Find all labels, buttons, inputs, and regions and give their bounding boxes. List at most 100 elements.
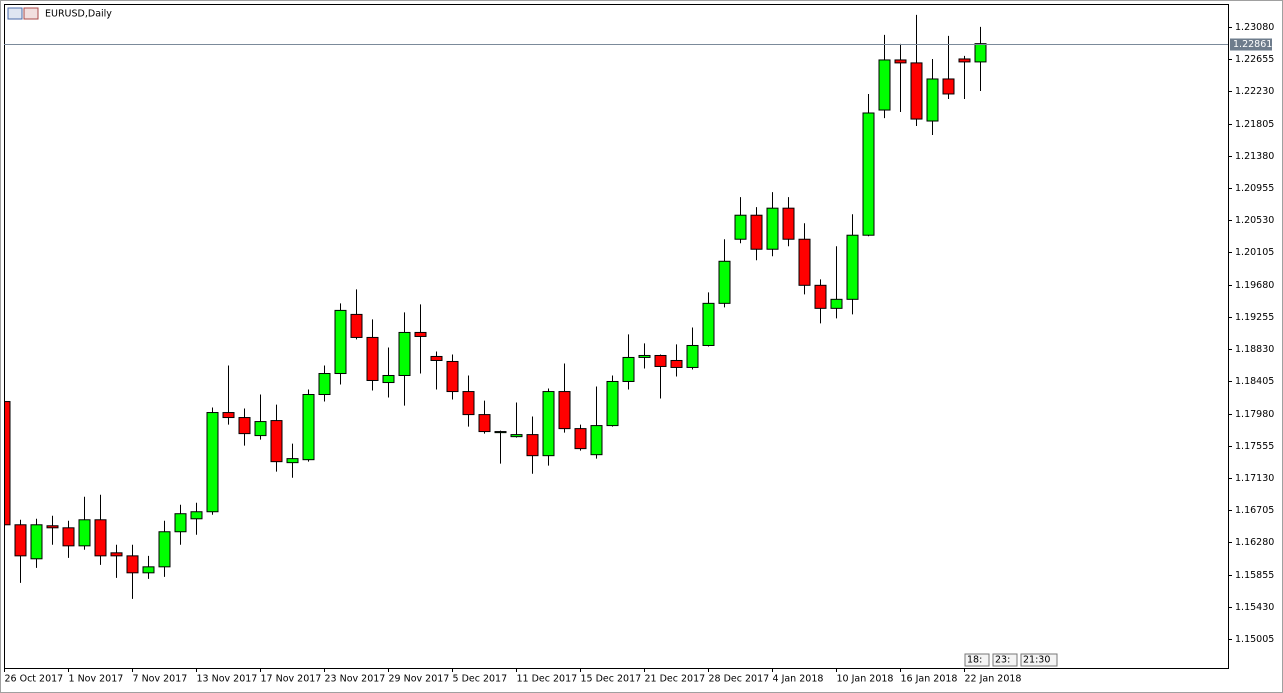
candle-body [430, 355, 443, 361]
candle-body [670, 359, 683, 368]
scroll-label: 21:30 [1023, 655, 1050, 666]
candle-body [174, 513, 187, 533]
candle-body [894, 59, 907, 64]
candle-body [622, 356, 635, 382]
x-tick-label: 21 Dec 2017 [645, 674, 706, 685]
scroll-label: 23: [995, 655, 1010, 666]
candle-body [446, 360, 459, 393]
y-tick-label: 1.18405 [1235, 376, 1274, 387]
candle-body [574, 428, 587, 450]
candle-body [542, 391, 555, 457]
candle-body [206, 412, 219, 513]
candle-body [350, 313, 363, 338]
plot-area [5, 14, 987, 599]
y-tick-label: 1.20955 [1235, 183, 1274, 194]
candle-body [5, 401, 11, 526]
chart-icon [7, 7, 39, 20]
candle-body [14, 524, 27, 557]
candle-body [878, 59, 891, 111]
scroll-label-box [964, 653, 990, 667]
candle-body [782, 207, 795, 240]
candle-body [78, 519, 91, 547]
candle-body [190, 511, 203, 520]
y-tick-label: 1.15005 [1235, 634, 1274, 645]
x-tick-label: 13 Nov 2017 [197, 674, 258, 685]
candle-body [766, 207, 779, 250]
candle-body [558, 391, 571, 430]
current-price-box [1230, 38, 1272, 51]
candle-body [654, 354, 667, 367]
candle-body [958, 58, 971, 63]
candle-body [478, 414, 491, 433]
candle-body [974, 43, 987, 63]
y-tick-label: 1.19255 [1235, 312, 1274, 323]
candle-body [462, 391, 475, 416]
candle-body [126, 555, 139, 574]
candle-body [718, 260, 731, 304]
candle-body [686, 344, 699, 368]
candle-body [398, 331, 411, 376]
y-tick-label: 1.22655 [1235, 54, 1274, 65]
candle-body [110, 552, 123, 557]
plot-frame [4, 4, 1229, 669]
y-tick-label: 1.17555 [1235, 441, 1274, 452]
candle-body [142, 566, 155, 574]
candle-body [158, 531, 171, 568]
candle-body [910, 62, 923, 120]
candle-body [526, 434, 539, 457]
candle-body [302, 394, 315, 461]
y-tick-label: 1.21805 [1235, 119, 1274, 130]
chart-title: EURUSD,Daily [45, 9, 112, 20]
y-tick-label: 1.20105 [1235, 247, 1274, 258]
y-tick-label: 1.17980 [1235, 409, 1274, 420]
candle-body [286, 458, 299, 464]
candle-body [46, 525, 59, 529]
y-tick-label: 1.23080 [1235, 22, 1274, 33]
x-tick-label: 11 Dec 2017 [517, 674, 578, 685]
candle-body [702, 302, 715, 346]
x-tick-label: 26 Oct 2017 [5, 674, 64, 685]
candle-body [638, 354, 651, 358]
y-tick-label: 1.16280 [1235, 537, 1274, 548]
y-tick-label: 1.16705 [1235, 505, 1274, 516]
y-tick-label: 1.19680 [1235, 280, 1274, 291]
candle-body [798, 238, 811, 286]
x-tick-label: 22 Jan 2018 [965, 674, 1022, 685]
current-price-label: 1.22861 [1233, 39, 1272, 50]
y-tick-label: 1.21380 [1235, 151, 1274, 162]
candle-body [94, 519, 107, 557]
scroll-label-box [1020, 653, 1058, 667]
candle-body [494, 431, 507, 434]
x-tick-label: 10 Jan 2018 [837, 674, 894, 685]
candle-body [382, 374, 395, 384]
candle-body [366, 336, 379, 381]
candle-body [926, 78, 939, 122]
x-tick-label: 28 Dec 2017 [709, 674, 770, 685]
candle-body [414, 331, 427, 337]
candle-body [830, 298, 843, 309]
x-tick-label: 4 Jan 2018 [773, 674, 824, 685]
candle-body [510, 434, 523, 438]
y-tick-label: 1.15855 [1235, 570, 1274, 581]
candle-body [862, 112, 875, 236]
y-tick-label: 1.17130 [1235, 473, 1274, 484]
candle-body [270, 420, 283, 463]
y-tick-label: 1.15430 [1235, 602, 1274, 613]
x-tick-label: 29 Nov 2017 [389, 674, 450, 685]
candle-body [734, 214, 747, 240]
x-tick-label: 15 Dec 2017 [581, 674, 642, 685]
candle-body [62, 527, 75, 547]
x-tick-label: 1 Nov 2017 [69, 674, 124, 685]
candle-body [254, 421, 267, 437]
candle-body [846, 234, 859, 300]
candle-body [238, 417, 251, 435]
candle-body [814, 284, 827, 309]
x-tick-label: 16 Jan 2018 [901, 674, 958, 685]
scroll-label: 18: [967, 655, 982, 666]
candle-body [590, 425, 603, 456]
y-tick-label: 1.22230 [1235, 86, 1274, 97]
candle-body [30, 524, 43, 560]
candle-body [334, 309, 347, 375]
x-tick-label: 5 Dec 2017 [453, 674, 508, 685]
